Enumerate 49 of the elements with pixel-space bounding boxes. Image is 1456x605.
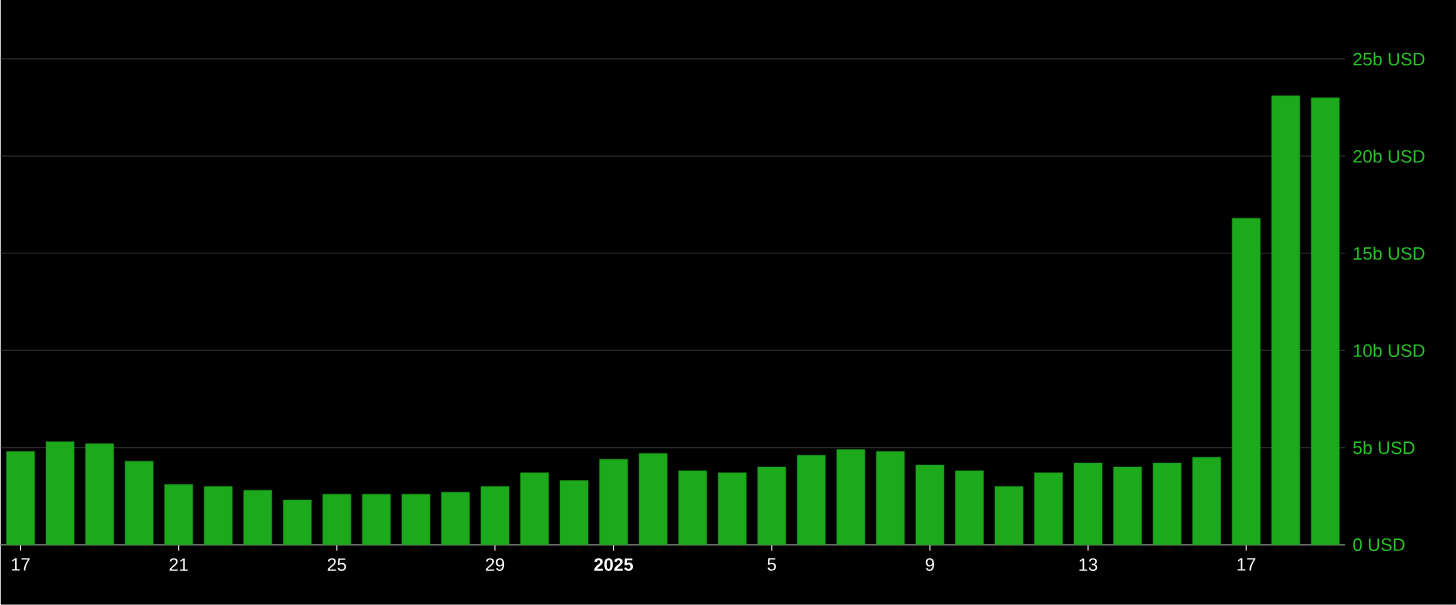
bar xyxy=(401,494,431,546)
bar xyxy=(994,486,1024,546)
x-tick-label: 2025 xyxy=(594,558,634,572)
bar xyxy=(678,470,707,546)
bar xyxy=(362,494,391,546)
bar xyxy=(797,455,826,546)
bar xyxy=(1231,218,1261,546)
bar xyxy=(1034,472,1063,546)
x-tick-label: 13 xyxy=(1079,558,1098,572)
bar xyxy=(1271,95,1300,546)
bar xyxy=(559,480,589,546)
y-tick-label: 0 USD xyxy=(1353,538,1405,552)
x-tick-label: 9 xyxy=(925,558,935,572)
y-tick-label: 10b USD xyxy=(1353,343,1425,358)
x-tick-label: 17 xyxy=(1237,558,1256,571)
bar xyxy=(45,441,75,546)
bar xyxy=(876,451,905,546)
bar xyxy=(757,466,786,546)
bar xyxy=(6,451,35,546)
bar xyxy=(243,490,272,546)
bar xyxy=(1073,463,1103,546)
bar xyxy=(283,499,312,546)
bar xyxy=(638,453,668,546)
y-tick-label: 25b USD xyxy=(1353,52,1425,66)
x-tick-label: 5 xyxy=(767,558,776,571)
bar xyxy=(915,465,945,546)
bar xyxy=(164,484,193,546)
bar xyxy=(1113,466,1142,546)
x-tick-label: 29 xyxy=(485,558,505,572)
bar xyxy=(955,470,984,546)
y-tick-label: 20b USD xyxy=(1353,149,1425,163)
x-tick-label: 21 xyxy=(169,558,188,571)
bar xyxy=(599,459,628,546)
bar xyxy=(520,472,549,546)
x-tick-label: 25 xyxy=(327,558,347,572)
bar xyxy=(1311,97,1340,546)
x-tick-label: 17 xyxy=(11,558,30,571)
bar xyxy=(441,492,470,546)
bar xyxy=(1192,457,1221,546)
y-tick-label: 5b USD xyxy=(1353,441,1415,455)
bar xyxy=(480,486,510,546)
y-tick-label: 15b USD xyxy=(1353,246,1425,260)
bar xyxy=(85,443,114,546)
bar xyxy=(203,486,233,546)
bar xyxy=(836,449,866,546)
bar xyxy=(1152,463,1182,546)
bar xyxy=(124,461,154,546)
bar xyxy=(717,472,747,546)
bar xyxy=(322,494,352,546)
